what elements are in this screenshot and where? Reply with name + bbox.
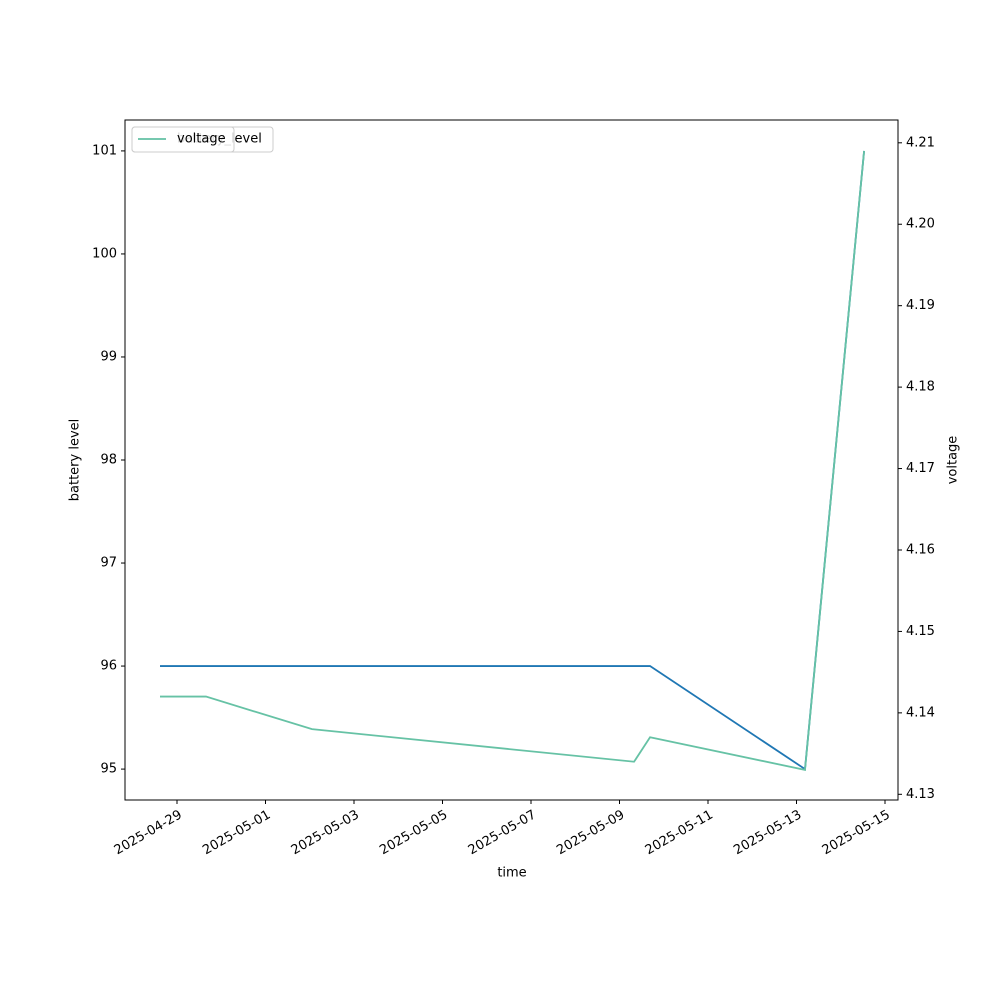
x-axis-label: time — [497, 866, 526, 881]
data-line — [160, 150, 866, 771]
y2-axis-label: voltage — [946, 436, 961, 485]
y2-tick-label: 4.15 — [906, 624, 935, 639]
y-tick-label: 96 — [100, 659, 117, 674]
y2-tick-label: 4.16 — [906, 542, 935, 557]
x-tick-label: 2025-05-15 — [820, 808, 893, 859]
y-tick-label: 98 — [100, 453, 117, 468]
x-tick-label: 2025-05-05 — [377, 808, 450, 859]
y2-tick-label: 4.20 — [906, 217, 935, 232]
y-axis-label: battery level — [68, 419, 83, 502]
y-tick-label: 95 — [100, 762, 117, 777]
x-tick-label: 2025-05-11 — [643, 808, 716, 859]
x-tick-label: 2025-05-13 — [731, 808, 804, 859]
y2-tick-label: 4.17 — [906, 461, 935, 476]
y-tick-label: 100 — [92, 246, 117, 261]
y2-tick-label: 4.18 — [906, 380, 935, 395]
x-tick-label: 2025-05-03 — [289, 808, 362, 859]
x-tick-label: 2025-04-29 — [112, 808, 185, 859]
y-tick-label: 101 — [92, 143, 117, 158]
y-tick-label: 97 — [100, 556, 117, 571]
legend-label: voltage — [177, 132, 226, 147]
legend-box — [131, 126, 235, 153]
x-tick-label: 2025-05-09 — [554, 808, 627, 859]
x-tick-label: 2025-05-01 — [200, 808, 273, 859]
y2-tick-label: 4.14 — [906, 705, 935, 720]
y-tick-label: 99 — [100, 349, 117, 364]
y2-tick-label: 4.21 — [906, 135, 935, 150]
y2-tick-label: 4.19 — [906, 298, 935, 313]
legend: voltage — [131, 126, 235, 153]
plot-frame — [124, 119, 899, 801]
x-tick-label: 2025-05-07 — [466, 808, 539, 859]
data-line — [160, 150, 866, 771]
y2-tick-label: 4.13 — [906, 787, 935, 802]
